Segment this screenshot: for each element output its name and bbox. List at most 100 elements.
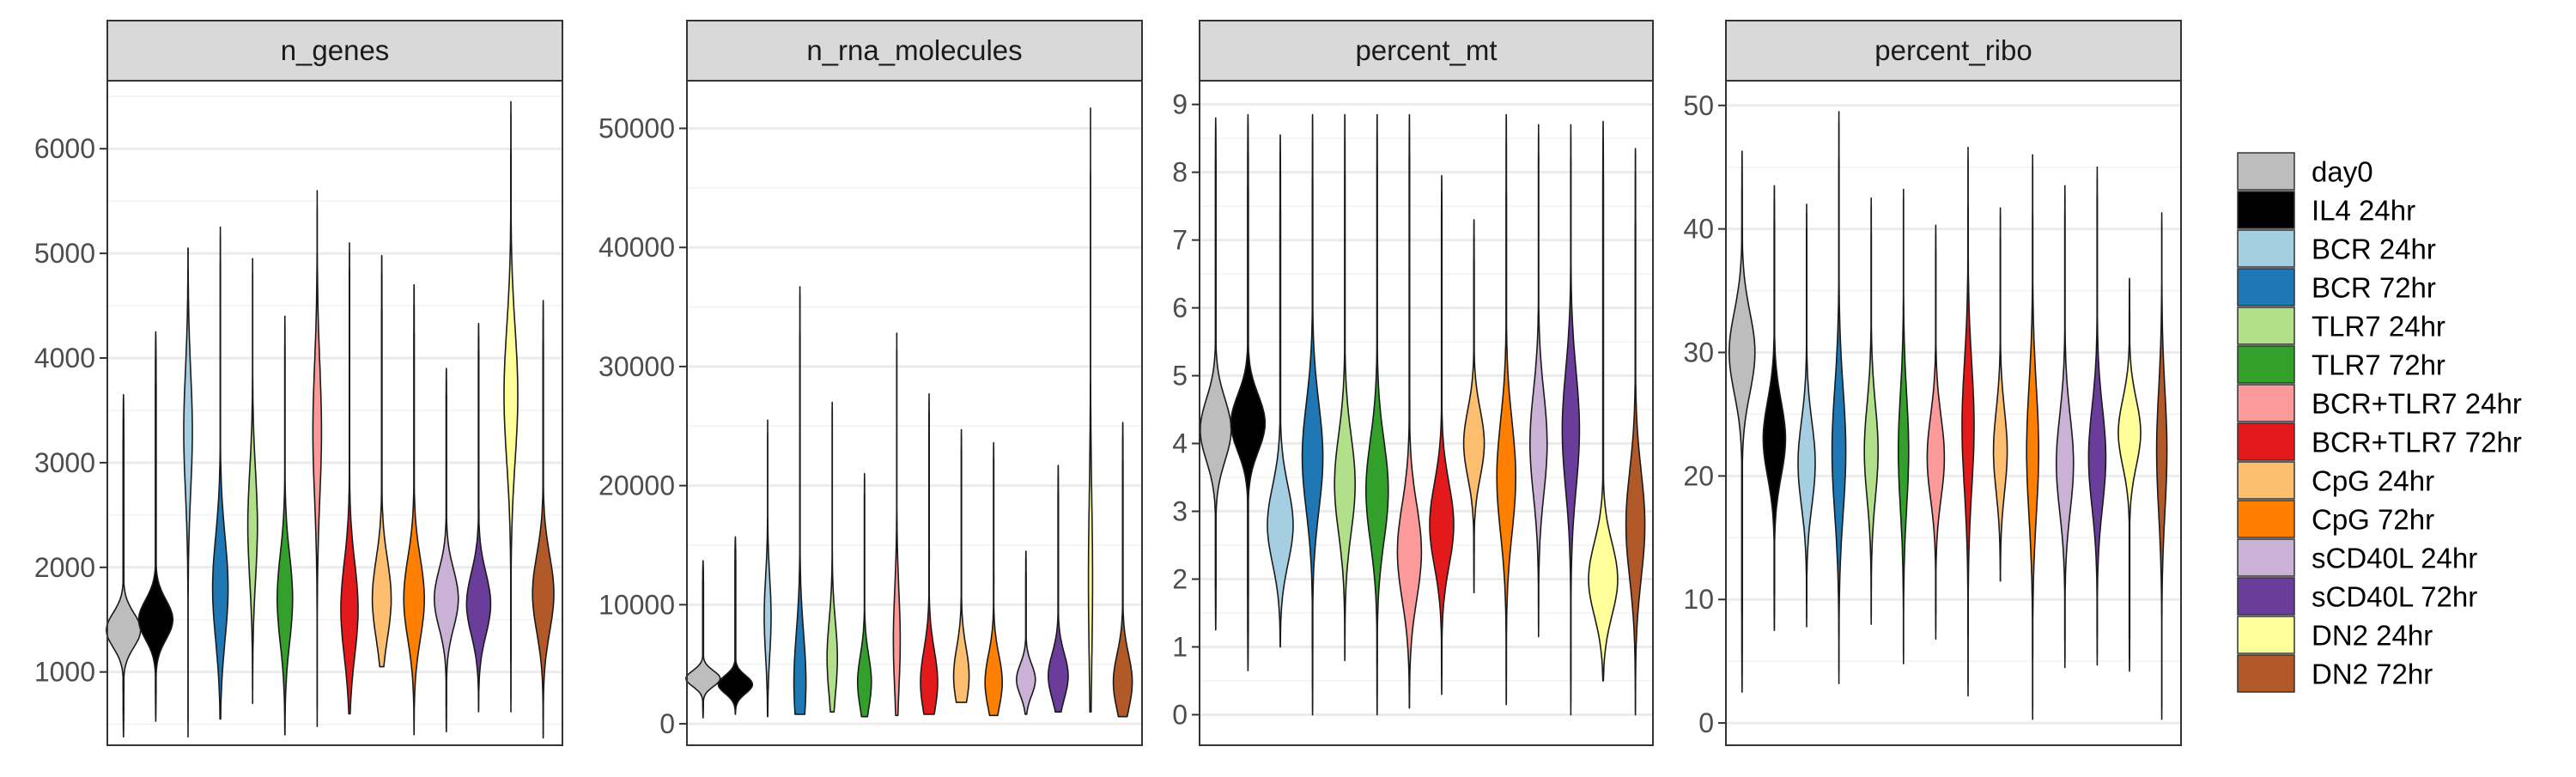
violin-n-rna-molecules-day0 [685,560,721,719]
panel-strip [1199,20,1654,82]
legend-label-bcr-tlr7-72hr: BCR+TLR7 72hr [2312,427,2522,458]
violin-percent-mt-bcr-24hr [1267,134,1294,648]
panel-strip-title: percent_ribo [1874,34,2032,66]
panel-background [107,81,562,745]
violin-n-genes-bcr-tlr7-72hr [340,242,359,715]
violin-percent-ribo-tlr7-24hr [1863,197,1879,625]
y-tick-label: 1 [1172,631,1188,662]
violin-n-rna-molecules-bcr-tlr7-24hr [892,332,902,717]
violin-n-genes-cpg-72hr [403,283,425,736]
violin-n-genes-dn2-72hr [532,300,555,739]
y-tick-label: 7 [1172,225,1188,256]
y-tick-label: 4 [1172,428,1188,459]
violin-percent-ribo-bcr-tlr7-24hr [1926,224,1946,640]
violin-n-genes-tlr7-24hr [246,258,258,704]
y-tick-label: 50 [1683,90,1714,121]
legend-label-cpg-24hr: CpG 24hr [2312,465,2434,497]
violin-n-genes-scd40l-24hr [434,367,459,732]
violin-percent-mt-day0 [1200,117,1232,631]
violin-n-genes-bcr-tlr7-24hr [312,190,323,727]
legend: day0 IL4 24hr BCR 24hr BCR 72hr TLR7 24hr TLR… [2237,152,2522,693]
violin-percent-mt-scd40l-24hr [1529,124,1548,638]
panel-strip [1725,20,2182,82]
violin-n-rna-molecules-cpg-72hr [984,441,1003,717]
violin-percent-ribo-cpg-72hr [2026,154,2039,720]
violin-n-rna-molecules-bcr-72hr [793,286,807,715]
y-tick-label: 5 [1172,361,1188,392]
y-tick-label: 0 [1698,707,1714,738]
legend-label-scd40l-72hr: sCD40L 72hr [2312,581,2477,613]
legend-key-scd40l-72hr [2237,577,2295,616]
y-tick-label: 3 [1172,496,1188,527]
legend-key-day0 [2237,152,2295,191]
y-tick-label: 1000 [34,657,95,688]
legend-label-cpg-72hr: CpG 72hr [2312,504,2434,536]
violin-percent-ribo-bcr-72hr [1831,111,1847,684]
y-tick-label: 8 [1172,157,1188,188]
violin-percent-mt-dn2-72hr [1625,148,1646,716]
panel-background [687,81,1142,745]
violin-percent-ribo-tlr7-72hr [1898,188,1910,665]
legend-label-dn2-72hr: DN2 72hr [2312,659,2433,690]
y-tick-label: 6 [1172,293,1188,324]
panel-strip-title: n_rna_molecules [806,34,1022,66]
y-tick-label: 2000 [34,552,95,583]
violin-n-genes-tlr7-72hr [276,315,294,736]
legend-key-tlr7-24hr [2237,307,2295,345]
violin-n-genes-cpg-24hr [371,254,392,668]
panel-n-genes: n_genes 1000 2000 3000 4000 5000 6000 [34,20,563,746]
y-tick-label: 9 [1172,89,1188,120]
legend-key-bcr-tlr7-24hr [2237,384,2295,422]
violin-n-rna-molecules-scd40l-72hr [1048,464,1069,713]
violin-percent-ribo-bcr-24hr [1797,203,1816,628]
violin-n-genes-bcr-72hr [211,226,229,720]
legend-label-il4-24hr: IL4 24hr [2312,195,2415,227]
y-tick-label: 2 [1172,564,1188,595]
panel-background [1726,81,2181,745]
violin-percent-mt-cpg-24hr [1462,219,1485,594]
y-tick-label: 5000 [34,238,95,269]
violin-percent-ribo-dn2-24hr [2117,277,2142,672]
violin-n-rna-molecules-dn2-24hr [1087,107,1094,713]
panel-strip-title: n_genes [281,34,390,66]
legend-label-bcr-tlr7-24hr: BCR+TLR7 24hr [2312,388,2522,420]
y-tick-label: 10000 [598,589,675,620]
violin-percent-mt-il4-24hr [1230,113,1267,671]
y-tick-label: 0 [659,708,675,739]
violin-n-genes-dn2-24hr [503,100,519,713]
panel-strip [686,20,1143,82]
violin-percent-ribo-il4-24hr [1762,185,1787,631]
legend-key-bcr-tlr7-72hr [2237,422,2295,461]
legend-label-scd40l-24hr: sCD40L 24hr [2312,543,2477,574]
panel-background [1200,81,1653,745]
violin-percent-ribo-day0 [1728,150,1756,693]
legend-key-bcr-72hr [2237,268,2295,307]
panel-strip-title: percent_mt [1355,34,1497,66]
panel-percent-mt: percent_mt 0 1 2 3 4 5 6 7 8 9 [1172,20,1654,746]
legend-key-cpg-24hr [2237,461,2295,500]
legend-label-bcr-24hr: BCR 24hr [2312,234,2436,265]
y-tick-label: 10 [1683,584,1714,615]
legend-key-dn2-24hr [2237,616,2295,654]
legend-key-scd40l-24hr [2237,538,2295,577]
violin-percent-mt-scd40l-72hr [1561,124,1581,716]
violin-n-rna-molecules-tlr7-24hr [826,401,838,713]
legend-key-cpg-72hr [2237,500,2295,538]
y-tick-label: 20000 [598,470,675,501]
y-tick-label: 30 [1683,337,1714,368]
violin-percent-mt-bcr-tlr7-72hr [1429,174,1455,695]
violin-percent-ribo-scd40l-24hr [2056,185,2075,669]
violin-percent-mt-dn2-24hr [1588,120,1619,682]
violin-n-rna-molecules-cpg-24hr [952,428,970,703]
violin-percent-mt-bcr-tlr7-24hr [1396,113,1423,709]
legend-label-bcr-72hr: BCR 72hr [2312,272,2436,304]
legend-key-tlr7-72hr [2237,345,2295,384]
violin-n-rna-molecules-tlr7-72hr [857,472,872,718]
violin-n-genes-bcr-24hr [183,247,193,738]
violin-n-rna-molecules-scd40l-24hr [1016,550,1036,715]
violin-n-genes-scd40l-72hr [465,323,492,713]
y-tick-label: 4000 [34,343,95,373]
violin-percent-ribo-dn2-72hr [2155,212,2168,720]
violin-n-genes-il4-24hr [137,331,174,722]
